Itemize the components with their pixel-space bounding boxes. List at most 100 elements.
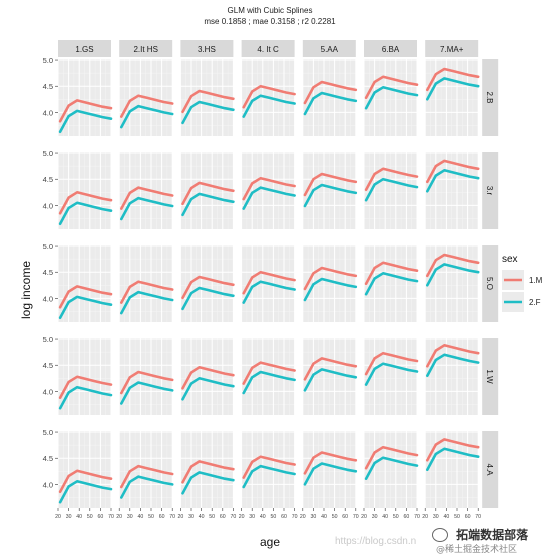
row-strip-label: 5.O	[485, 277, 494, 290]
series-line	[364, 351, 419, 376]
y-tick-label: 4.0	[43, 387, 53, 396]
series-line	[120, 196, 174, 221]
row-strip-label: 2.B	[485, 91, 494, 103]
series-line	[120, 94, 174, 118]
series-line	[303, 451, 358, 475]
series-line	[120, 186, 174, 210]
legend-label: 1.M	[529, 276, 543, 285]
series-line	[242, 280, 296, 304]
series-line	[242, 370, 296, 395]
series-line	[242, 361, 296, 385]
y-tick-label: 4.5	[43, 361, 53, 370]
x-tick-label: 70	[169, 514, 175, 520]
y-tick-label: 4.0	[43, 480, 53, 489]
x-tick-label: 50	[271, 514, 277, 520]
watermark: 拓端数据部落	[432, 524, 528, 543]
x-tick-label: 40	[76, 514, 82, 520]
series-line	[303, 357, 358, 381]
series-line	[58, 99, 113, 123]
x-tick-label: 50	[148, 514, 154, 520]
x-tick-label: 70	[231, 514, 237, 520]
series-line	[303, 183, 358, 208]
series-line	[120, 475, 174, 499]
y-tick-label: 5.0	[43, 149, 53, 158]
x-tick-label: 20	[178, 514, 184, 520]
legend-title: sex	[502, 254, 518, 265]
series-line	[364, 445, 419, 470]
y-tick-label: 4.5	[43, 175, 53, 184]
x-tick-label: 30	[127, 514, 133, 520]
y-tick-label: 4.0	[43, 201, 53, 210]
x-tick-label: 60	[159, 514, 165, 520]
series-line	[364, 362, 419, 386]
x-tick-label: 30	[188, 514, 194, 520]
series-line	[303, 172, 358, 197]
watermark-sub: @稀土掘金技术社区	[436, 542, 517, 555]
series-line	[181, 471, 235, 495]
series-line	[425, 169, 480, 193]
x-tick-label: 40	[321, 514, 327, 520]
series-line	[242, 176, 296, 201]
series-line	[303, 266, 358, 291]
row-strip-label: 3.r	[485, 186, 494, 196]
series-line	[425, 253, 480, 278]
watermark-url: https://blog.csdn.n	[335, 536, 416, 547]
y-tick-label: 5.0	[43, 335, 53, 344]
x-tick-label: 30	[372, 514, 378, 520]
series-line	[364, 86, 419, 110]
series-line	[425, 343, 480, 368]
series-line	[58, 295, 113, 320]
x-tick-label: 60	[281, 514, 287, 520]
series-line	[181, 192, 235, 217]
legend: sex 1.M 2.F	[502, 254, 543, 312]
series-line	[242, 84, 296, 109]
col-strip	[425, 40, 479, 57]
series-line	[364, 261, 419, 286]
series-line	[181, 286, 235, 311]
legend-label: 2.F	[529, 298, 541, 307]
row-strip-label: 1.W	[485, 369, 494, 384]
col-strip	[364, 40, 417, 57]
series-line	[303, 277, 358, 302]
series-line	[181, 181, 235, 206]
y-axis-label: log income	[19, 261, 33, 319]
y-tick-label: 4.5	[43, 268, 53, 277]
series-line	[58, 191, 113, 215]
chart-subtitle: mse 0.1858 ; mae 0.3158 ; r2 0.2281	[204, 17, 336, 26]
series-line	[120, 370, 174, 395]
x-tick-label: 50	[209, 514, 215, 520]
y-tick-label: 4.5	[43, 454, 53, 463]
series-line	[242, 94, 296, 118]
series-line	[58, 109, 113, 134]
series-line	[58, 201, 113, 226]
x-tick-label: 50	[332, 514, 338, 520]
x-tick-label: 20	[55, 514, 61, 520]
series-line	[58, 285, 113, 309]
series-line	[181, 365, 235, 390]
x-tick-label: 60	[465, 514, 471, 520]
series-line	[425, 447, 480, 472]
watermark-line2: @稀土掘金技术社区	[436, 545, 518, 555]
series-line	[181, 376, 235, 401]
series-line	[120, 464, 174, 489]
series-line	[58, 469, 113, 494]
x-tick-label: 30	[66, 514, 72, 520]
col-strip-label: 6.BA	[382, 45, 400, 54]
y-tick-label: 5.0	[43, 242, 53, 251]
col-strip-label: 7.MA+	[440, 45, 464, 54]
series-line	[364, 456, 419, 481]
series-line	[58, 375, 113, 400]
series-line	[303, 368, 358, 392]
wechat-icon	[432, 527, 448, 542]
x-tick-label: 70	[414, 514, 420, 520]
x-tick-label: 40	[382, 514, 388, 520]
y-tick-label: 5.0	[43, 428, 53, 437]
x-tick-label: 20	[422, 514, 428, 520]
x-tick-label: 30	[433, 514, 439, 520]
series-line	[425, 353, 480, 378]
col-strip-label: 1.GS	[75, 45, 93, 54]
x-tick-label: 60	[404, 514, 410, 520]
series-line	[181, 100, 235, 125]
y-tick-label: 5.0	[43, 56, 53, 65]
x-tick-label: 50	[454, 514, 460, 520]
